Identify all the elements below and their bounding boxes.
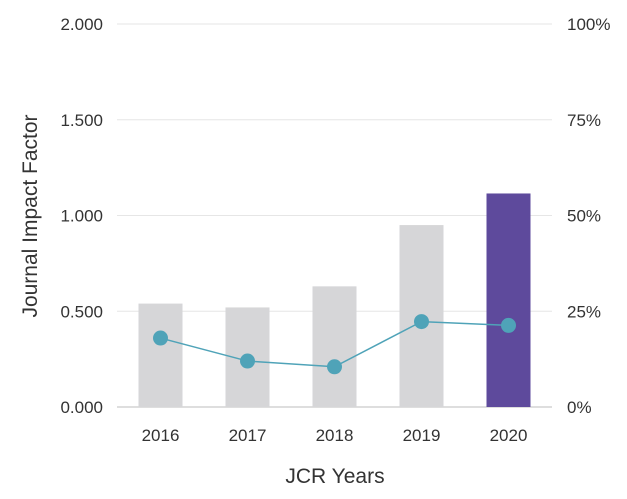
point-2016 [153,330,168,346]
y-axis-title: Journal Impact Factor [19,114,42,317]
y2-tick-label: 0% [567,398,592,417]
point-2018 [327,359,342,375]
y-tick-label: 1.500 [60,111,103,130]
bar-series [138,193,531,407]
y2-tick-label: 25% [567,302,601,321]
bar-2016 [138,303,183,407]
x-tick-label: 2017 [229,426,267,445]
y2-tick-label: 100% [567,15,610,34]
y-tick-label: 1.000 [60,207,103,226]
point-2019 [414,314,429,330]
x-axis-title: JCR Years [285,465,384,488]
y2-tick-label: 50% [567,207,601,226]
y-tick-label: 2.000 [60,15,103,34]
point-2017 [240,353,255,369]
x-tick-label: 2020 [490,426,528,445]
point-2020 [501,317,516,333]
bar-2018 [312,286,357,407]
y-tick-label: 0.500 [60,302,103,321]
x-tick-label: 2016 [142,426,180,445]
x-axis-ticks: 2016 2017 2018 2019 2020 [142,426,528,445]
right-axis-ticks: 0% 25% 50% 75% 100% [567,15,610,417]
left-axis-ticks: 0.000 0.500 1.000 1.500 2.000 [60,15,103,417]
y-tick-label: 0.000 [60,398,103,417]
y2-tick-label: 75% [567,111,601,130]
gridlines [117,23,552,408]
x-tick-label: 2018 [316,426,354,445]
x-tick-label: 2019 [403,426,441,445]
line-series [153,314,516,375]
bar-2020 [486,193,531,407]
